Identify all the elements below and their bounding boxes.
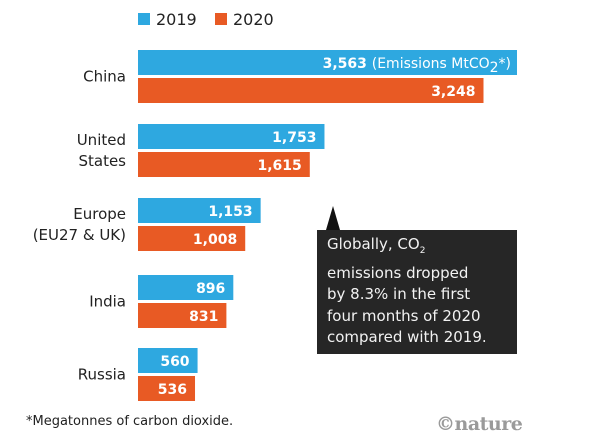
- category-label: Russia: [78, 366, 126, 384]
- value-label: 1,008: [193, 232, 237, 248]
- value-label: 1,753: [272, 130, 316, 146]
- bar-2020: [138, 78, 484, 103]
- callout-arrow-icon: [326, 206, 340, 230]
- value-label: 1,615: [257, 158, 301, 174]
- value-label: 896: [196, 281, 225, 297]
- bar-2019: [138, 124, 325, 149]
- bar-2019: [138, 275, 234, 300]
- bar-2020: [138, 152, 310, 177]
- category-label: United: [77, 131, 126, 149]
- value-label: 3,248: [431, 84, 475, 100]
- category-label: States: [78, 152, 126, 170]
- category-label: China: [83, 68, 126, 86]
- bar-2020: [138, 226, 246, 251]
- callout-line-3: by 8.3% in the first: [327, 285, 471, 303]
- value-label: 831: [189, 309, 218, 325]
- value-label: 536: [158, 382, 187, 398]
- bar-2020: [138, 303, 227, 328]
- callout-box: Globally, CO2 emissions dropped by 8.3% …: [317, 230, 517, 354]
- value-label: 1,153: [208, 204, 252, 220]
- callout-line-1: Globally, CO2: [327, 235, 426, 256]
- callout-line-5: compared with 2019.: [327, 328, 487, 346]
- nature-logo: ©nature: [436, 413, 523, 435]
- category-label: Europe: [73, 205, 126, 223]
- legend-swatch-2020: [215, 13, 227, 25]
- bar-2020: [138, 376, 196, 401]
- value-label: 3,563 (Emissions MtCO2*): [323, 56, 511, 76]
- bar-2019: [138, 50, 517, 75]
- legend-label-2020: 2020: [233, 10, 274, 29]
- legend-label-2019: 2019: [156, 10, 197, 29]
- category-label: India: [89, 293, 126, 311]
- category-label: (EU27 & UK): [33, 226, 126, 244]
- bar-2019: [138, 198, 261, 223]
- bar-2019: [138, 348, 198, 373]
- legend-swatch-2019: [138, 13, 150, 25]
- footnote: *Megatonnes of carbon dioxide.: [26, 414, 234, 429]
- callout-line-2: emissions dropped: [327, 263, 469, 282]
- callout-line-4: four months of 2020: [327, 306, 481, 325]
- value-label: 560: [160, 354, 189, 370]
